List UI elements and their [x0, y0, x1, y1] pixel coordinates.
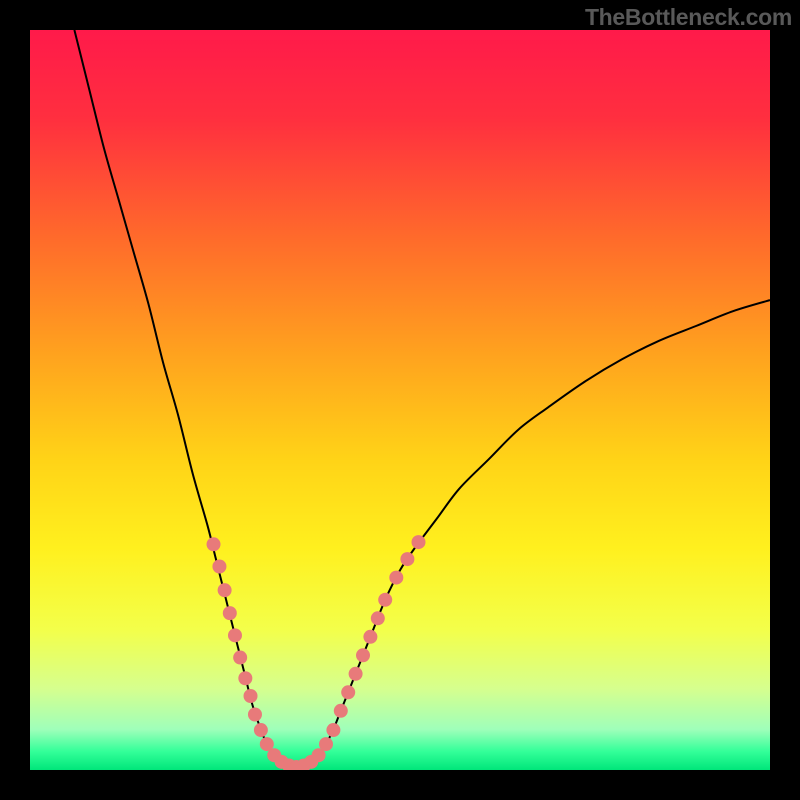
curve-marker: [233, 651, 247, 665]
curve-marker: [218, 583, 232, 597]
chart-frame: TheBottleneck.com: [0, 0, 800, 800]
curve-marker: [363, 630, 377, 644]
curve-marker: [341, 685, 355, 699]
curve-marker: [248, 708, 262, 722]
curve-marker: [207, 537, 221, 551]
curve-marker: [412, 535, 426, 549]
curve-marker: [319, 737, 333, 751]
curve-marker: [356, 648, 370, 662]
curve-marker: [349, 667, 363, 681]
curve-marker: [212, 560, 226, 574]
gradient-background: [30, 30, 770, 770]
curve-marker: [400, 552, 414, 566]
curve-marker: [326, 723, 340, 737]
plot-area: [30, 30, 770, 770]
curve-marker: [244, 689, 258, 703]
curve-marker: [334, 704, 348, 718]
curve-marker: [238, 671, 252, 685]
chart-svg: [30, 30, 770, 770]
curve-marker: [228, 628, 242, 642]
curve-marker: [389, 571, 403, 585]
curve-marker: [254, 723, 268, 737]
curve-marker: [378, 593, 392, 607]
curve-marker: [223, 606, 237, 620]
curve-marker: [371, 611, 385, 625]
watermark-text: TheBottleneck.com: [585, 4, 792, 31]
